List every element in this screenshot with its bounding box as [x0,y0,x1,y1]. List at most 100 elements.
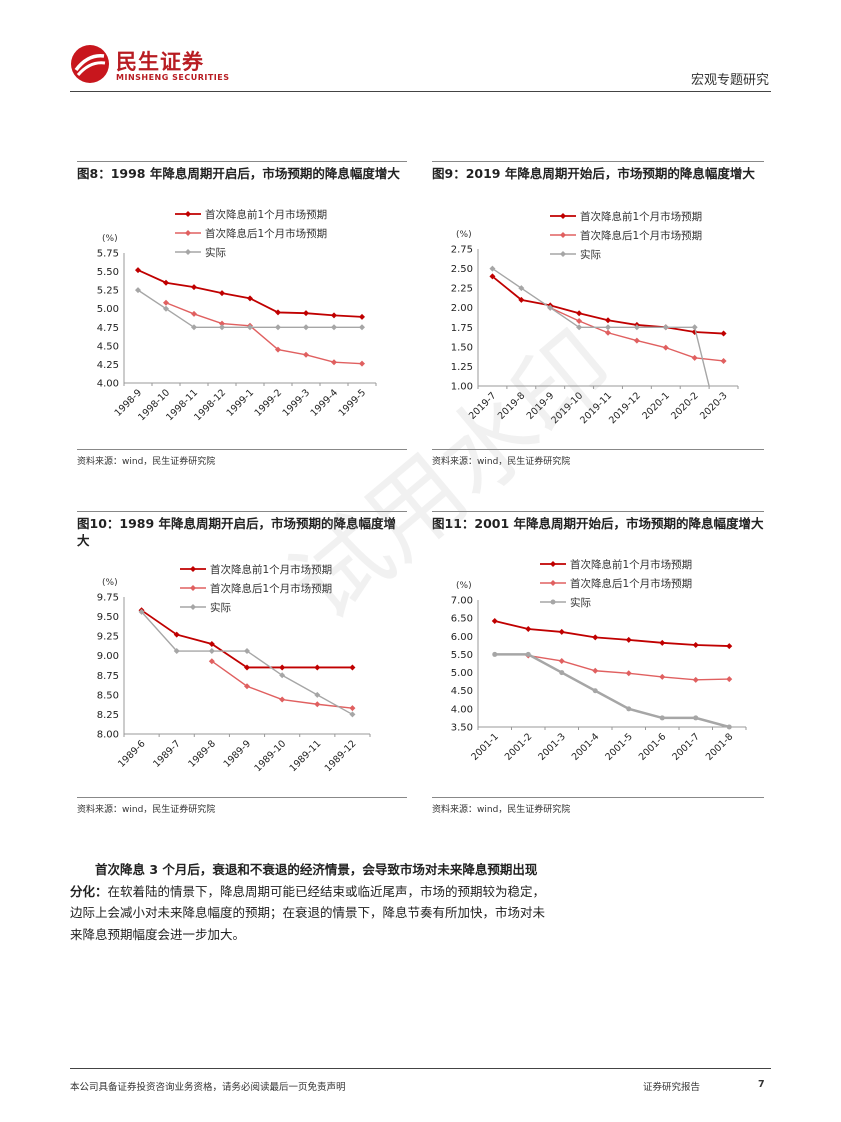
series-point-2 [163,299,169,306]
x-tick-label: 1999-1 [225,387,257,419]
x-tick-label: 2001-7 [670,731,702,763]
legend-label: 首次降息后1个月市场预期 [210,582,332,595]
body-paragraph-bold: 首次降息 3 个月后，衰退和不衰退的经济情景，会导致市场对未来降息预期出现分化： [70,862,538,899]
fig8-source: 资料来源：wind，民生证券研究院 [77,457,216,467]
y-tick-label: 4.50 [97,341,119,352]
series-point-3 [659,715,665,721]
series-point-3 [191,324,197,331]
y-tick-label: 2.00 [451,303,473,314]
fig11-source: 资料来源：wind，民生证券研究院 [432,805,571,815]
y-tick-label: 9.25 [97,632,119,643]
header-rule [70,91,771,92]
series-point-3 [626,706,632,712]
footer-page-number: 7 [758,1079,765,1090]
series-line-2 [165,302,363,365]
y-tick-label: 5.75 [97,249,119,260]
series-point-3 [559,670,565,676]
fig10-chart: (%)9.759.509.259.008.758.508.258.001989-… [97,563,371,774]
legend-swatch-marker [190,585,196,591]
series-point-1 [558,628,565,635]
series-point-3 [173,648,180,655]
fig8-chart: (%)5.755.505.255.004.754.504.254.001998-… [97,208,377,423]
series-point-1 [173,631,180,638]
series-point-3 [138,608,145,615]
series-point-2 [359,360,365,367]
fig9-title: 图9：2019 年降息周期开始后，市场预期的降息幅度增大 [432,166,755,181]
x-tick-label: 1999-2 [253,387,285,419]
y-tick-label: 6.00 [451,632,473,643]
x-tick-label: 1999-4 [309,387,341,419]
x-tick-label: 2001-3 [536,731,568,763]
x-tick-label: 2001-4 [570,731,602,763]
legend-swatch-marker [190,604,196,610]
fig10-top-rule [77,511,407,512]
series-point-2 [633,337,640,344]
y-tick-label: 1.50 [451,342,473,353]
x-tick-label: 2001-2 [503,731,535,763]
legend-label: 首次降息后1个月市场预期 [580,229,702,242]
y-tick-label: 5.25 [97,286,119,297]
y-tick-label: 3.50 [451,723,473,734]
series-point-3 [693,715,699,721]
fig9-source: 资料来源：wind，民生证券研究院 [432,457,571,467]
series-point-3 [303,324,309,331]
body-paragraph: 首次降息 3 个月后，衰退和不衰退的经济情景，会导致市场对未来降息预期出现分化：… [70,859,548,945]
legend-swatch-marker [550,580,556,586]
x-tick-label: 2019-12 [607,390,643,426]
series-point-2 [662,344,669,351]
series-point-1 [491,618,498,625]
series-point-3 [208,648,215,655]
y-tick-label: 9.75 [97,593,119,604]
x-tick-label: 1989-11 [288,738,324,774]
footer-report-type: 证券研究报告 [643,1082,701,1093]
series-point-3 [592,688,598,694]
body-paragraph-normal: 在软着陆的情景下，降息周期可能已经结束或临近尾声，市场的预期较为稳定，边际上会减… [70,883,546,942]
fig11-title: 图11：2001 年降息周期开始后，市场预期的降息幅度增大 [432,516,764,531]
y-unit-label: (%) [456,581,472,591]
series-point-2 [349,705,356,712]
series-point-3 [489,265,496,272]
series-point-3 [492,651,498,657]
legend-swatch-marker [560,251,566,257]
series-line-1 [137,269,363,318]
series-point-2 [659,673,666,680]
y-tick-label: 5.50 [451,650,473,661]
series-point-1 [605,317,611,324]
y-tick-label: 2.50 [451,264,473,275]
series-point-1 [191,284,197,291]
x-tick-label: 2001-1 [469,731,501,763]
series-point-1 [275,309,281,316]
series-point-3 [726,724,732,730]
fig11-bottom-rule [432,797,764,798]
legend-label: 实际 [580,248,601,261]
series-point-1 [525,626,532,633]
y-tick-label: 4.00 [451,704,473,715]
series-point-2 [244,683,250,690]
y-tick-label: 5.00 [97,304,119,315]
series-point-3 [662,324,669,331]
y-tick-label: 9.50 [97,612,119,623]
series-point-1 [659,639,666,646]
series-point-2 [625,670,632,677]
y-tick-label: 9.00 [97,651,119,662]
series-point-3 [314,691,321,698]
series-point-3 [219,324,225,331]
y-unit-label: (%) [102,578,118,588]
y-tick-label: 1.25 [451,362,473,373]
y-tick-label: 4.50 [451,686,473,697]
logo-emblem-icon [71,45,109,83]
fig8-top-rule [77,161,407,162]
series-line-2 [549,307,724,362]
x-tick-label: 1989-12 [323,738,359,774]
legend-label: 首次降息后1个月市场预期 [205,227,327,240]
series-point-1 [489,273,496,280]
legend-swatch-marker [550,561,556,567]
series-point-1 [518,296,525,303]
fig10-title: 图10：1989 年降息周期开启后，市场预期的降息幅度增大 [77,516,397,548]
series-point-2 [314,701,321,708]
series-point-3 [633,324,640,331]
series-point-1 [163,279,169,286]
series-point-1 [720,330,727,337]
fig9-bottom-rule [432,449,764,450]
series-point-3 [691,324,698,331]
